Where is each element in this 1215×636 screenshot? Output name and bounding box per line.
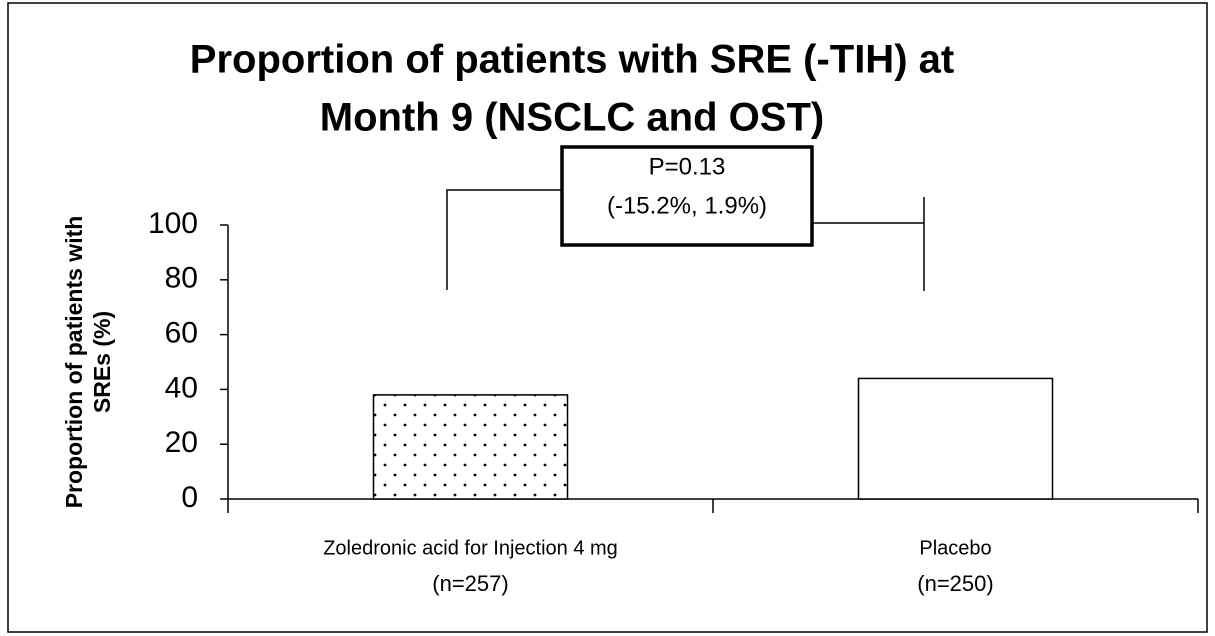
x-tick-sublabel: (n=250)	[917, 571, 993, 596]
y-axis-label: Proportion of patients with	[61, 216, 87, 509]
bracket	[446, 189, 925, 291]
bar	[857, 377, 1054, 500]
annotation-box	[560, 145, 814, 247]
annotation: (-15.2%, 1.9%)	[607, 192, 767, 219]
y-tick-label: 20	[165, 426, 198, 459]
frame	[7, 2, 1208, 633]
x-tick-label: Zoledronic acid for Injection 4 mg	[323, 537, 618, 559]
y-tick-label: 0	[181, 481, 198, 514]
y-tick-label: 40	[165, 371, 198, 404]
chart-title: Month 9 (NSCLC and OST)	[320, 96, 824, 140]
y-axis-label: SREs (%)	[89, 311, 115, 413]
chart-title: Proportion of patients with SRE (-TIH) a…	[190, 38, 954, 82]
bar	[372, 394, 569, 500]
y-tick-label: 100	[148, 207, 198, 240]
x-tick-sublabel: (n=257)	[432, 571, 508, 596]
y-tick-label: 60	[165, 317, 198, 350]
annotation: P=0.13	[649, 153, 726, 180]
x-tick-label: Placebo	[919, 537, 991, 559]
y-tick-label: 80	[165, 262, 198, 295]
